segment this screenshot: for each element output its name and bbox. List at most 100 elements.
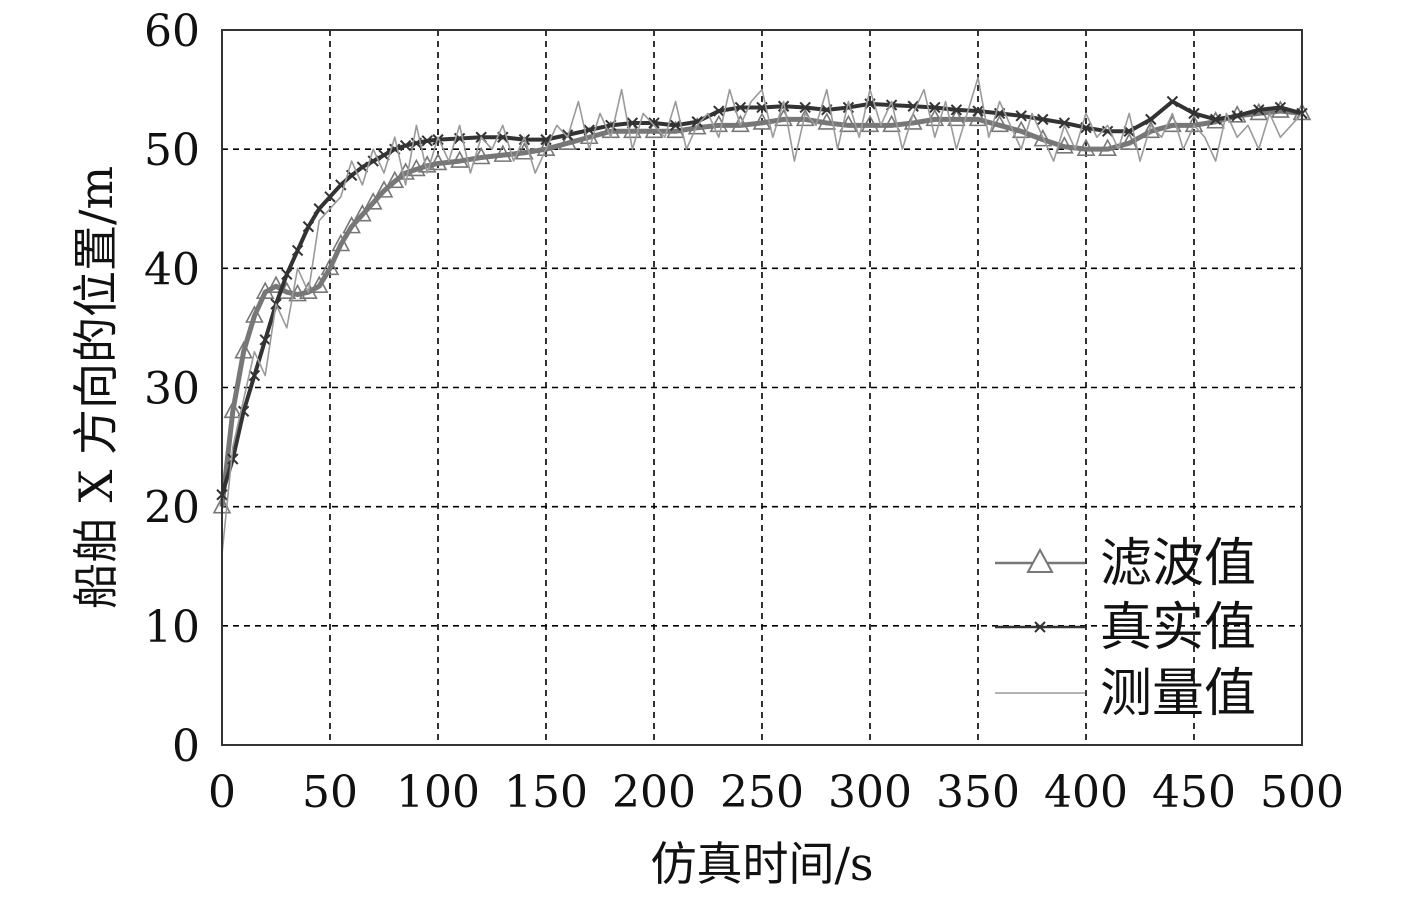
- data-point: [1145, 113, 1157, 126]
- data-point: [266, 275, 286, 294]
- legend-marker: [1034, 621, 1046, 633]
- data-point: [536, 138, 556, 156]
- data-point: [950, 104, 963, 116]
- data-point: [907, 100, 919, 112]
- data-point: [709, 114, 729, 133]
- legend-item: 测量值: [995, 664, 1256, 724]
- data-point: [1037, 113, 1049, 126]
- data-point: [259, 334, 271, 346]
- data-point: [777, 100, 790, 112]
- data-point: [378, 149, 390, 161]
- data-point: [1119, 132, 1139, 151]
- data-point: [223, 400, 243, 419]
- x-tick-label: 200: [612, 767, 696, 818]
- data-point: [324, 191, 336, 203]
- y-tick-label: 10: [144, 602, 200, 653]
- series-3: [221, 76, 1303, 555]
- y-tick-label: 20: [144, 483, 200, 534]
- legend-item: 真实值: [995, 598, 1256, 658]
- data-point: [968, 108, 988, 127]
- data-point: [291, 244, 304, 257]
- data-point: [860, 114, 880, 133]
- y-tick-label: 50: [144, 125, 200, 176]
- data-point: [1209, 113, 1222, 126]
- x-tick-label: 300: [828, 767, 912, 818]
- data-point: [1011, 120, 1031, 139]
- data-point: [1076, 138, 1096, 156]
- data-point: [1033, 128, 1053, 147]
- data-point: [929, 101, 941, 114]
- data-point: [302, 220, 315, 233]
- x-tick-label: 400: [1044, 767, 1128, 818]
- legend-label: 测量值: [1100, 664, 1256, 724]
- data-point: [353, 204, 372, 222]
- data-point: [734, 101, 747, 114]
- data-point: [1188, 107, 1200, 120]
- data-point: [227, 453, 239, 465]
- data-point: [245, 305, 264, 323]
- y-axis-ticks: 0 10 20 30 40 50 60: [144, 6, 200, 772]
- data-point: [281, 268, 293, 280]
- data-point: [839, 114, 858, 133]
- data-point: [309, 275, 329, 294]
- data-point: [385, 170, 405, 189]
- data-point: [713, 105, 725, 117]
- data-point: [342, 215, 361, 234]
- data-point: [752, 112, 772, 130]
- data-point: [799, 101, 811, 114]
- x-tick-label: 450: [1152, 767, 1236, 818]
- data-point: [428, 152, 448, 171]
- data-point: [1166, 95, 1179, 108]
- data-point: [947, 108, 966, 127]
- data-point: [903, 112, 923, 130]
- data-point: [972, 105, 984, 117]
- data-point: [731, 114, 750, 133]
- y-axis-label: 船舶 X 方向的位置/m: [69, 166, 123, 609]
- data-point: [374, 180, 394, 198]
- y-tick-label: 40: [144, 244, 200, 295]
- data-point: [331, 233, 351, 252]
- data-point: [313, 203, 325, 215]
- x-tick-label: 250: [720, 767, 804, 818]
- data-point: [450, 150, 469, 168]
- data-point: [1058, 117, 1071, 129]
- data-point: [990, 114, 1009, 133]
- data-point: [493, 144, 513, 162]
- x-tick-label: 50: [302, 767, 358, 818]
- legend-marker: [1026, 547, 1054, 573]
- y-tick-label: 60: [144, 6, 200, 57]
- x-tick-label: 350: [936, 767, 1020, 818]
- x-axis-label: 仿真时间/s: [650, 837, 873, 891]
- data-point: [363, 192, 383, 210]
- data-point: [669, 119, 682, 132]
- data-point: [320, 257, 340, 276]
- x-axis-ticks: 0 50 100 150 200 250 300 350 400 450 500: [208, 767, 1344, 818]
- data-point: [1253, 104, 1265, 116]
- data-point: [421, 135, 433, 147]
- plot-frame: [221, 29, 1303, 746]
- legend-item: 滤波值: [995, 534, 1256, 594]
- data-point: [1015, 110, 1027, 122]
- data-point: [1184, 114, 1204, 133]
- data-point: [691, 116, 703, 128]
- data-point: [471, 146, 491, 165]
- x-tick-label: 100: [396, 767, 480, 818]
- data-point: [1055, 136, 1074, 154]
- series-line: [219, 108, 1303, 507]
- y-tick-label: 30: [144, 364, 200, 415]
- data-point: [817, 112, 837, 130]
- data-point: [399, 139, 412, 152]
- data-point: [626, 117, 639, 129]
- y-tick-label: 0: [172, 721, 200, 772]
- data-point: [1274, 101, 1287, 114]
- series-line: [221, 76, 1303, 555]
- x-tick-label: 150: [504, 767, 588, 818]
- legend-label: 滤波值: [1100, 534, 1256, 594]
- x-tick-label: 0: [208, 767, 236, 818]
- data-point: [248, 369, 261, 382]
- data-point: [648, 117, 660, 129]
- data-point: [882, 114, 901, 133]
- series-layer: [212, 76, 1312, 555]
